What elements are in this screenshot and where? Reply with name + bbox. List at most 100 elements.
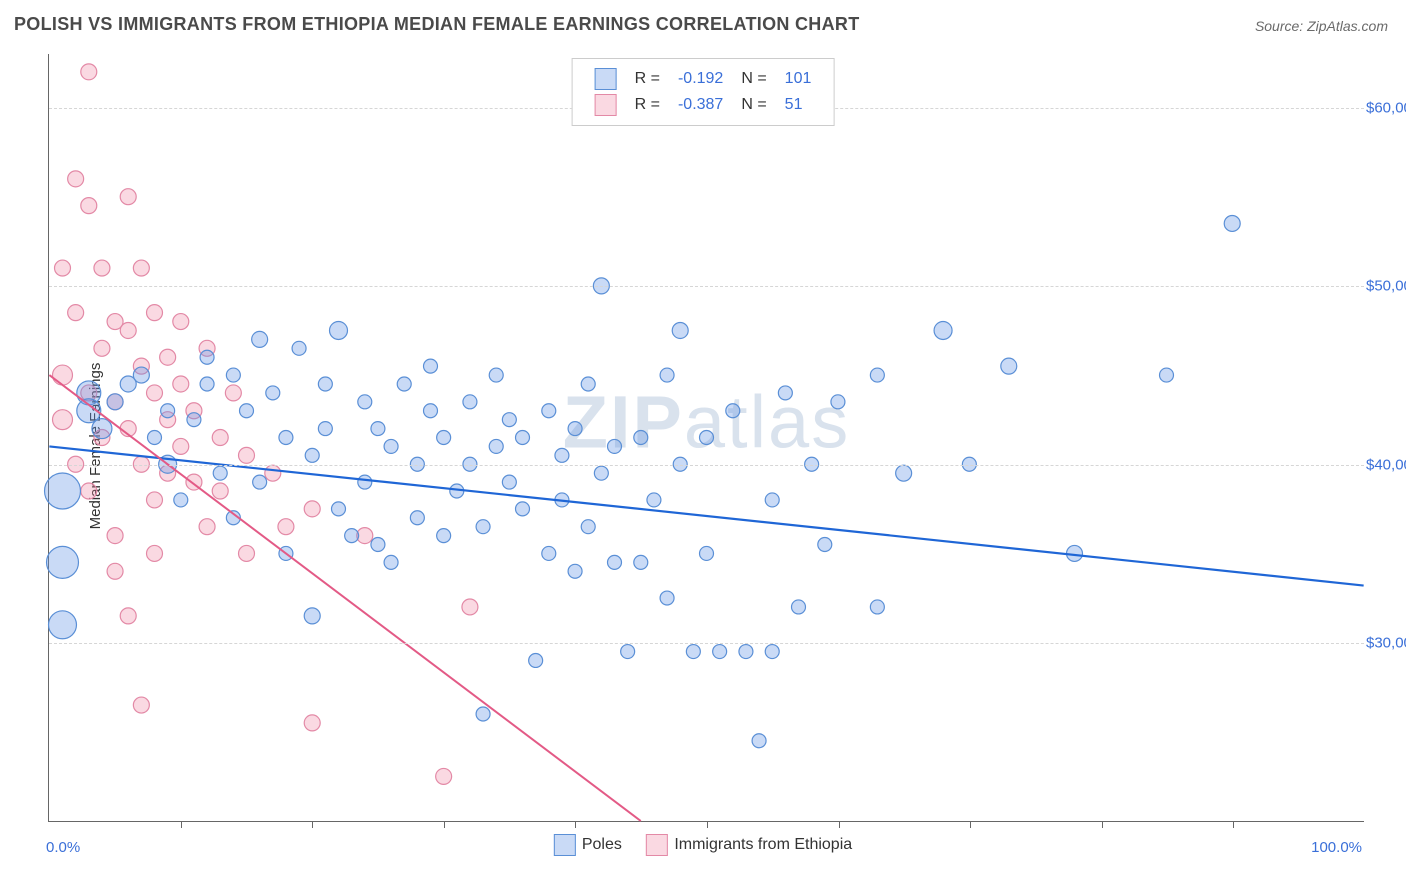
marker-ethiopia <box>212 430 228 446</box>
marker-ethiopia <box>133 260 149 276</box>
source-attribution: Source: ZipAtlas.com <box>1255 18 1388 34</box>
x-axis-max-label: 100.0% <box>1311 839 1362 856</box>
y-tick-label: $50,000 <box>1366 278 1406 295</box>
marker-poles <box>700 546 714 560</box>
marker-poles <box>542 404 556 418</box>
marker-poles <box>608 555 622 569</box>
marker-poles <box>792 600 806 614</box>
marker-poles <box>266 386 280 400</box>
marker-poles <box>502 475 516 489</box>
marker-ethiopia <box>278 519 294 535</box>
marker-poles <box>529 653 543 667</box>
marker-poles <box>765 645 779 659</box>
marker-ethiopia <box>68 305 84 321</box>
marker-poles <box>318 377 332 391</box>
correlation-table: R = -0.192 N = 101 R = -0.387 N = 51 <box>585 65 822 119</box>
marker-ethiopia <box>81 198 97 214</box>
correlation-legend: R = -0.192 N = 101 R = -0.387 N = 51 <box>572 58 835 126</box>
marker-poles <box>424 404 438 418</box>
marker-poles <box>437 431 451 445</box>
n-value-poles: 101 <box>777 67 820 91</box>
marker-poles <box>726 404 740 418</box>
marker-poles <box>161 404 175 418</box>
marker-poles <box>621 645 635 659</box>
source-prefix: Source: <box>1255 18 1307 34</box>
scatter-plot-area: ZIPatlas $30,000$40,000$50,000$60,000 <box>48 54 1364 822</box>
marker-poles <box>345 529 359 543</box>
series-legend: Poles Immigrants from Ethiopia <box>540 832 866 858</box>
legend-item-ethiopia: Immigrants from Ethiopia <box>646 834 852 856</box>
marker-poles <box>305 448 319 462</box>
marker-ethiopia <box>173 314 189 330</box>
marker-poles <box>634 555 648 569</box>
marker-ethiopia <box>53 365 73 385</box>
marker-poles <box>148 431 162 445</box>
marker-poles <box>765 493 779 507</box>
marker-poles <box>568 422 582 436</box>
marker-poles <box>686 645 700 659</box>
marker-poles <box>304 608 320 624</box>
swatch-poles <box>554 834 576 856</box>
marker-ethiopia <box>147 492 163 508</box>
marker-poles <box>410 511 424 525</box>
y-tick-label: $40,000 <box>1366 456 1406 473</box>
marker-ethiopia <box>304 715 320 731</box>
marker-poles <box>424 359 438 373</box>
marker-poles <box>133 367 149 383</box>
marker-ethiopia <box>147 305 163 321</box>
trendline-poles <box>49 446 1363 585</box>
marker-poles <box>870 600 884 614</box>
marker-poles <box>516 502 530 516</box>
marker-poles <box>870 368 884 382</box>
n-label: N = <box>733 67 774 91</box>
marker-poles <box>476 707 490 721</box>
marker-poles <box>713 645 727 659</box>
marker-poles <box>252 331 268 347</box>
marker-poles <box>634 431 648 445</box>
legend-row-ethiopia: R = -0.387 N = 51 <box>587 93 820 117</box>
marker-poles <box>371 538 385 552</box>
scatter-svg <box>49 54 1364 821</box>
marker-ethiopia <box>173 438 189 454</box>
marker-poles <box>226 368 240 382</box>
marker-poles <box>568 564 582 578</box>
marker-poles <box>358 395 372 409</box>
marker-poles <box>397 377 411 391</box>
swatch-ethiopia <box>646 834 668 856</box>
marker-poles <box>463 395 477 409</box>
marker-poles <box>647 493 661 507</box>
marker-poles <box>187 413 201 427</box>
marker-ethiopia <box>81 64 97 80</box>
marker-poles <box>45 473 81 509</box>
marker-poles <box>608 439 622 453</box>
marker-ethiopia <box>239 447 255 463</box>
marker-ethiopia <box>133 697 149 713</box>
marker-ethiopia <box>55 260 71 276</box>
marker-poles <box>174 493 188 507</box>
source-name: ZipAtlas.com <box>1307 18 1388 34</box>
swatch-poles <box>595 68 617 90</box>
marker-poles <box>332 502 346 516</box>
marker-poles <box>437 529 451 543</box>
marker-ethiopia <box>147 385 163 401</box>
marker-poles <box>200 377 214 391</box>
marker-poles <box>107 394 123 410</box>
marker-poles <box>1224 215 1240 231</box>
marker-poles <box>92 419 112 439</box>
legend-label-ethiopia: Immigrants from Ethiopia <box>674 836 852 853</box>
marker-poles <box>752 734 766 748</box>
marker-poles <box>384 439 398 453</box>
marker-poles <box>1160 368 1174 382</box>
marker-ethiopia <box>225 385 241 401</box>
marker-ethiopia <box>107 528 123 544</box>
marker-poles <box>660 591 674 605</box>
marker-poles <box>489 368 503 382</box>
marker-poles <box>778 386 792 400</box>
y-tick-label: $60,000 <box>1366 99 1406 116</box>
marker-poles <box>292 341 306 355</box>
marker-ethiopia <box>53 410 73 430</box>
marker-poles <box>700 431 714 445</box>
r-value-ethiopia: -0.387 <box>670 93 731 117</box>
marker-poles <box>318 422 332 436</box>
marker-ethiopia <box>120 189 136 205</box>
